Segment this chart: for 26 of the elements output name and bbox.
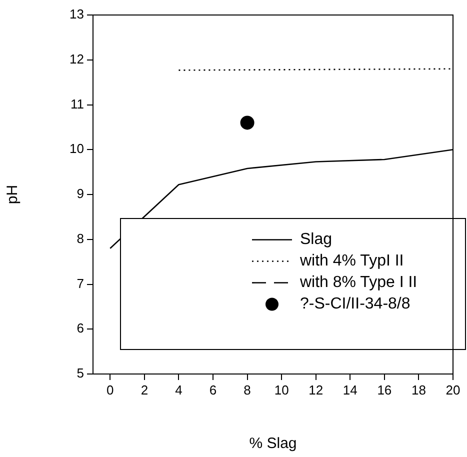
x-tick-label: 2: [140, 382, 148, 398]
legend-label: with 4% TypI II: [299, 252, 404, 270]
legend-label: ?-S-CI/II-34-8/8: [300, 296, 410, 313]
x-tick-label: 10: [274, 382, 289, 398]
y-tick-label: 8: [76, 230, 84, 246]
x-tick-label: 14: [342, 382, 358, 398]
legend-label: Slag: [300, 231, 332, 248]
y-tick-label: 13: [70, 6, 84, 22]
x-tick-label: 20: [446, 382, 460, 398]
y-tick-label: 12: [70, 51, 84, 66]
x-tick-label: 4: [175, 382, 182, 398]
legend-label: with 8% Type I II: [299, 274, 418, 292]
y-tick-label: 6: [76, 320, 84, 336]
x-tick-label: 6: [209, 382, 217, 398]
x-tick-label: 12: [308, 382, 324, 398]
x-tick-label: 16: [377, 382, 392, 398]
y-tick-label: 11: [70, 96, 84, 112]
x-axis-title: % Slag: [249, 435, 297, 452]
x-tick-label: 18: [411, 382, 426, 398]
y-axis-title: pH: [4, 184, 22, 204]
y-tick-label: 9: [76, 186, 84, 202]
y-tick-label: 7: [76, 276, 84, 291]
y-tick-label: 5: [76, 366, 84, 381]
x-tick-label: 0: [106, 382, 114, 398]
x-tick-label: 8: [244, 382, 251, 398]
y-tick-label: 10: [70, 141, 84, 156]
